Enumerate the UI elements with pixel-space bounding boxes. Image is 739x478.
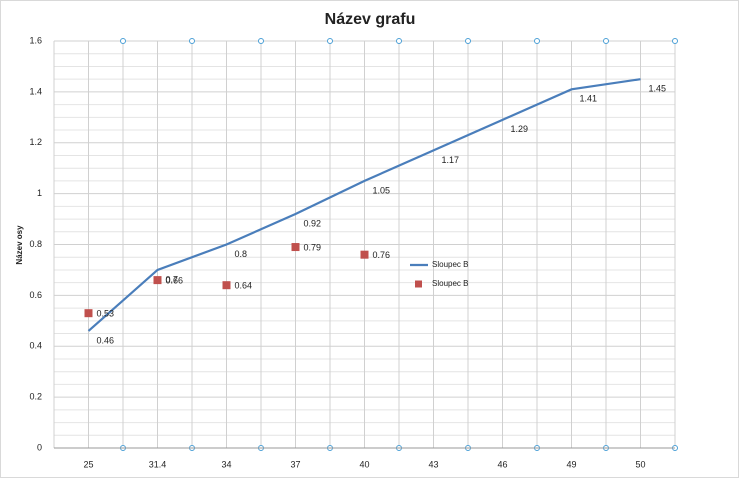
boundary-marker <box>603 38 609 44</box>
y-tick-label: 0.2 <box>29 392 42 402</box>
y-tick-label: 0 <box>37 442 42 452</box>
x-tick-label: 31.4 <box>149 459 167 469</box>
x-tick-label: 25 <box>83 459 93 469</box>
data-label: 0.64 <box>235 281 253 291</box>
boundary-marker <box>327 38 333 44</box>
legend-label: Sloupec B <box>432 279 468 288</box>
y-tick-label: 1.4 <box>29 86 42 96</box>
x-tick-label: 50 <box>635 459 645 469</box>
data-label: 0.8 <box>235 249 248 259</box>
x-tick-label: 49 <box>566 459 576 469</box>
y-tick-label: 1.6 <box>29 35 42 45</box>
data-label: 0.76 <box>373 250 391 260</box>
scatter-point <box>153 276 162 285</box>
x-tick-label: 43 <box>428 459 438 469</box>
scatter-point <box>291 243 300 252</box>
scatter-point <box>84 309 93 318</box>
line-series <box>87 78 641 332</box>
boundary-marker <box>396 38 402 44</box>
boundary-marker <box>120 38 126 44</box>
data-label: 1.17 <box>442 155 460 165</box>
y-axis-label: Název osy <box>15 225 24 265</box>
chart-title: Název grafu <box>325 11 416 28</box>
data-label: 1.05 <box>373 185 391 195</box>
x-tick-label: 46 <box>497 459 507 469</box>
data-label: 1.29 <box>511 124 529 134</box>
y-tick-label: 0.6 <box>29 290 42 300</box>
y-tick-label: 0.8 <box>29 239 42 249</box>
data-label: 0.46 <box>97 335 115 345</box>
x-tick-label: 40 <box>359 459 369 469</box>
scatter-point <box>222 281 231 290</box>
x-tick-label: 34 <box>221 459 231 469</box>
boundary-marker <box>534 38 540 44</box>
y-tick-label: 1.2 <box>29 137 42 147</box>
data-label: 1.41 <box>580 94 598 104</box>
y-tick-label: 0.4 <box>29 341 42 351</box>
x-tick-label: 37 <box>290 459 300 469</box>
data-label: 0.7 <box>166 274 179 284</box>
y-tick-label: 1 <box>37 188 42 198</box>
data-label: 1.45 <box>649 84 667 94</box>
scatter-point <box>360 250 369 259</box>
boundary-marker <box>672 38 678 44</box>
data-label: 0.66 <box>166 275 184 285</box>
data-label: 0.53 <box>97 309 115 319</box>
legend-label: Sloupec B <box>432 260 468 269</box>
boundary-marker <box>465 38 471 44</box>
boundary-marker <box>258 38 264 44</box>
legend-swatch <box>415 280 422 288</box>
data-label: 0.92 <box>304 218 322 228</box>
data-label: 0.79 <box>304 242 322 252</box>
boundary-marker <box>189 38 195 44</box>
